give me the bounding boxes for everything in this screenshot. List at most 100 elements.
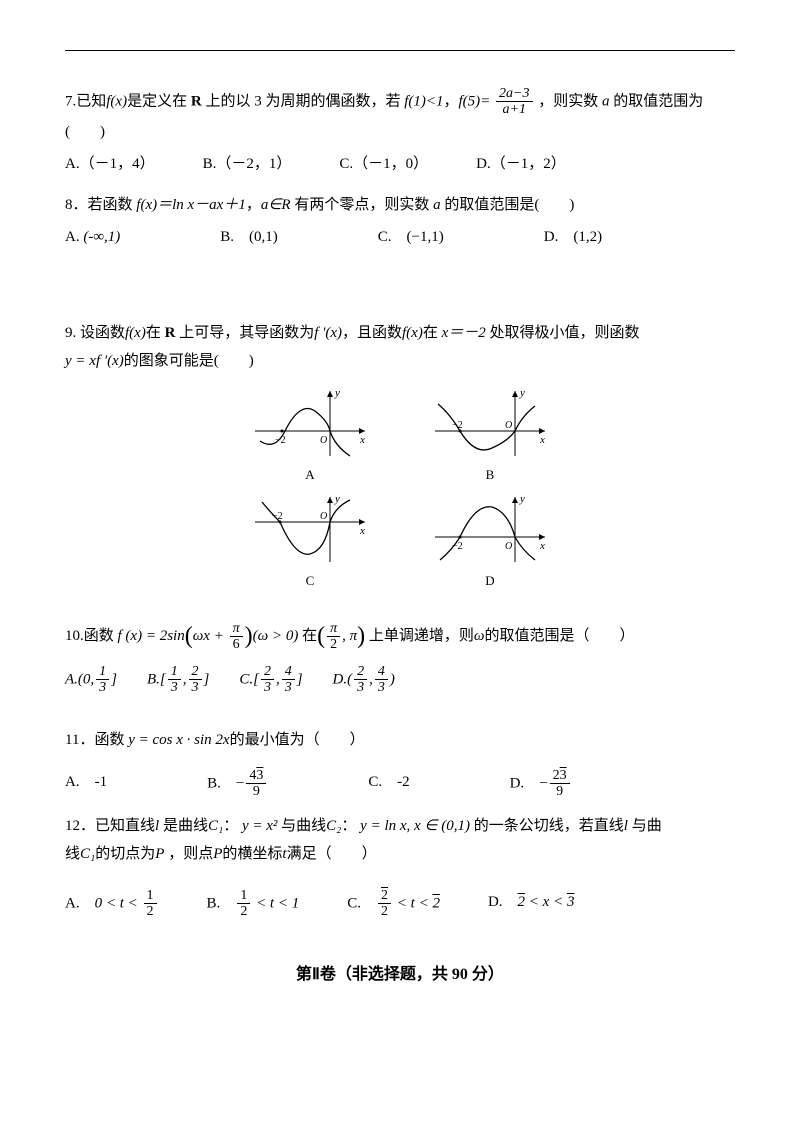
q10Cn1: 2 — [261, 664, 274, 680]
q10Cm: , — [276, 671, 280, 687]
q12Ad: 2 — [144, 904, 157, 919]
header-line — [65, 50, 735, 51]
q9-t4: ，且函数 — [342, 325, 402, 341]
q11Bd: 9 — [250, 784, 263, 799]
svg-text:y: y — [519, 493, 525, 505]
svg-text:O: O — [505, 541, 512, 552]
q7-frac: 2a−3 a+1 — [496, 86, 532, 118]
q10-fx: f (x) = 2sin — [118, 628, 185, 644]
q7-options: A.（－1，4） B.（－2，1） C.（－1，0） D.（－1，2） — [65, 150, 735, 179]
q12-optA: A. 0 < t < 12 — [65, 888, 159, 920]
q12Cn: 2 — [378, 888, 391, 904]
q10Dn1: 2 — [354, 664, 367, 680]
section-2-title: 第Ⅱ卷（非选择题，共 90 分） — [65, 960, 735, 990]
q7-c1: f(1)<1 — [404, 93, 443, 109]
graph-D-label: D — [430, 569, 550, 594]
q7-R: R — [191, 93, 202, 109]
question-9: 9. 设函数f(x)在 R 上可导，其导函数为f '(x)，且函数f(x)在 x… — [65, 319, 735, 599]
svg-text:O: O — [320, 435, 327, 446]
q10Ad: 3 — [96, 680, 109, 695]
question-12: 12．已知直线l 是曲线C₁： y = x² 与曲线C₂： y = ln x, … — [65, 812, 735, 920]
q10Dn2: 4 — [375, 664, 388, 680]
q9-R: R — [165, 325, 176, 341]
q12Dv: 2 < x < 3 — [518, 894, 575, 910]
svg-text:x: x — [359, 434, 365, 446]
q8-num: 8． — [65, 197, 88, 213]
q12-l: l — [155, 818, 159, 834]
q7-t3: 上的以 3 为周期的偶函数，若 — [205, 93, 400, 109]
q11-optB: B. −439 — [207, 768, 268, 800]
q7-optC: C.（－1，0） — [339, 150, 428, 179]
svg-text:y: y — [519, 387, 525, 399]
q12Cr: < t < 2 — [397, 895, 440, 911]
q9-t7: 的图象可能是( ) — [124, 353, 254, 369]
q9-fx: f(x) — [125, 325, 146, 341]
q10Dd2: 3 — [375, 680, 388, 695]
svg-text:O: O — [505, 420, 512, 431]
q8-oAl: A. — [65, 229, 80, 245]
q11-optD: D. −239 — [510, 768, 572, 800]
q10-pi6n: π — [230, 621, 243, 637]
q7-optB: B.（－2，1） — [203, 150, 292, 179]
q8-optD: D. (1,2) — [544, 223, 602, 252]
q12-C2: C₂ — [326, 818, 341, 834]
question-11: 11．函数 y = cos x · sin 2x的最小值为（ ） A. -1 B… — [65, 726, 735, 800]
q10Cp: C.[ — [239, 671, 259, 687]
q10-optA: A.(0,13] — [65, 664, 117, 696]
q10-pi6d: 6 — [230, 637, 243, 652]
q10-t4: 的取值范围是（ ） — [484, 628, 634, 644]
graph-C: x y O −2 C — [250, 492, 370, 594]
q10-optC: C.[23,43] — [239, 664, 302, 696]
q10-omc: (ω > 0) — [253, 628, 299, 644]
graph-A-svg: x y O −2 — [250, 386, 370, 461]
svg-text:−2: −2 — [275, 435, 286, 446]
graph-B: x y O −2 B — [430, 386, 550, 488]
q12-optD: D. 2 < x < 3 — [488, 888, 575, 920]
q9-t3: 上可导，其导函数为 — [179, 325, 314, 341]
q12Bp: B. — [207, 895, 221, 911]
graph-D: x y O −2 D — [430, 492, 550, 594]
graph-B-label: B — [430, 463, 550, 488]
q10-ie: , π — [342, 628, 357, 644]
q10Bs: ] — [204, 671, 210, 687]
q7-t4: ，则实数 — [538, 93, 598, 109]
q10As: ] — [111, 671, 117, 687]
q12Bd: 2 — [237, 904, 250, 919]
q9-t5: 在 — [423, 325, 438, 341]
q12-optC: C. 22 < t < 2 — [347, 888, 440, 920]
q12-l2: l — [624, 818, 628, 834]
q10-int: π2 — [327, 621, 340, 653]
graph-C-svg: x y O −2 — [250, 492, 370, 567]
q10Cs: ] — [297, 671, 303, 687]
q11Bp: B. — [207, 775, 221, 791]
q12-P: P — [155, 846, 164, 862]
q7-fn: 2a−3 — [496, 86, 532, 102]
q11-options: A. -1 B. −439 C. -2 D. −239 — [65, 768, 735, 800]
q10Dm: , — [369, 671, 373, 687]
q12-num: 12． — [65, 818, 95, 834]
q12An: 1 — [144, 888, 157, 904]
q11Bn: 43 — [246, 768, 266, 784]
q9-fx2: f(x) — [402, 325, 423, 341]
q12-options: A. 0 < t < 12 B. 12 < t < 1 C. 22 < t < … — [65, 888, 735, 920]
q11-t1: 函数 — [94, 732, 124, 748]
q12Bn: 1 — [237, 888, 250, 904]
q10-id: 2 — [327, 637, 340, 652]
q10-optD: D.(23,43) — [333, 664, 395, 696]
q7-optD: D.（－1，2） — [476, 150, 566, 179]
q12Cp: C. — [347, 895, 361, 911]
q10Cd2: 3 — [282, 680, 295, 695]
svg-text:y: y — [334, 493, 340, 505]
q12Br: < t < 1 — [256, 895, 299, 911]
q12-e1: y = x² — [242, 818, 277, 834]
q10Bd1: 3 — [168, 680, 181, 695]
q10-t3: 上单调递增，则 — [369, 628, 474, 644]
q10An: 1 — [96, 664, 109, 680]
q11-optC: C. -2 — [368, 768, 409, 800]
q7-t1: 已知 — [76, 93, 106, 109]
q9-fp: f '(x) — [314, 325, 342, 341]
q11Dp: D. — [510, 775, 525, 791]
q7-t2: 是定义在 — [127, 93, 187, 109]
q11-num: 11． — [65, 732, 94, 748]
q10Ds: ) — [390, 671, 395, 687]
